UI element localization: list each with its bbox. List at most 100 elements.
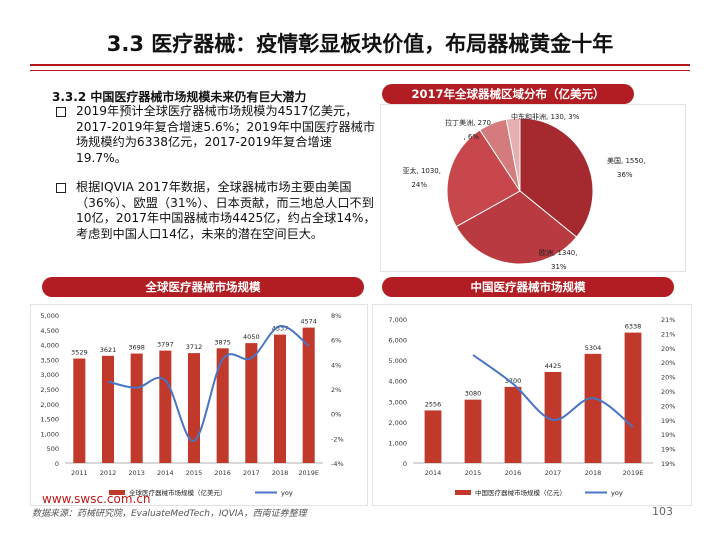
y2-tick-label: 20% — [661, 402, 675, 410]
bar-value-label: 3875 — [214, 338, 231, 346]
x-tick-label: 2016 — [505, 469, 522, 477]
y-tick-label: 1,500 — [40, 416, 59, 424]
legend-bar-label: 中国医疗器械市场规模（亿元） — [475, 488, 566, 497]
checkbox-bullet-icon — [56, 107, 66, 117]
y2-tick-label: 6% — [331, 337, 341, 345]
y-tick-label: 0 — [55, 460, 59, 468]
y-tick-label: 4,000 — [40, 342, 59, 350]
website-url[interactable]: www.swsc.com.cn — [42, 492, 151, 506]
y-tick-label: 4,500 — [40, 327, 59, 335]
pie-slice — [446, 129, 521, 228]
yoy-line — [107, 325, 310, 442]
y-tick-label: 6,000 — [388, 337, 407, 345]
checkbox-bullet-icon — [56, 183, 66, 193]
pie-label: 美国, 1550, — [607, 156, 646, 165]
bullet-1-text: 2019年预计全球医疗器械市场规模为4517亿美元，2017-2019年复合增速… — [76, 104, 376, 165]
x-tick-label: 2017 — [545, 469, 562, 477]
bar — [130, 353, 143, 463]
y-tick-label: 5,000 — [40, 312, 59, 320]
y2-tick-label: 8% — [331, 312, 341, 320]
y2-tick-label: 20% — [661, 374, 675, 382]
pie-label: 拉丁美洲, 270 — [445, 118, 491, 127]
data-source: 数据来源：药械研究院，EvaluateMedTech，IQVIA，西南证券整理 — [32, 509, 307, 519]
y-tick-label: 3,000 — [388, 398, 407, 406]
title-rule — [30, 64, 690, 66]
bar-value-label: 2556 — [425, 400, 442, 408]
bar-value-label: 5304 — [585, 344, 602, 352]
bar — [584, 353, 602, 463]
y2-tick-label: 21% — [661, 330, 675, 338]
bar — [624, 332, 642, 463]
bar — [273, 334, 287, 463]
bullet-1: 2019年预计全球医疗器械市场规模为4517亿美元，2017-2019年复合增速… — [56, 104, 376, 166]
page-number: 103 — [652, 505, 673, 518]
legend-bar-label: 全球医疗器械市场规模（亿美元） — [129, 488, 227, 497]
china-chart-panel: 0 1,000 2,000 3,000 4,000 5,000 6,000 7,000 19% 1… — [372, 304, 692, 506]
legend-line-label: yoy — [611, 489, 623, 497]
y2-tick-label: 19% — [661, 460, 675, 468]
pie-slice — [519, 117, 594, 238]
y2-tick-label: -2% — [331, 435, 344, 443]
bar — [216, 348, 229, 463]
y2-tick-label: 19% — [661, 431, 675, 439]
x-tick-label: 2018 — [272, 469, 289, 477]
pie-label-pct: 24% — [411, 181, 427, 189]
bar — [245, 343, 258, 463]
y-tick-label: 2,000 — [388, 419, 407, 427]
y-tick-label: 0 — [403, 460, 407, 468]
x-tick-label: 2018 — [585, 469, 602, 477]
legend-bar-swatch — [455, 490, 471, 495]
x-tick-label: 2019E — [623, 469, 644, 477]
pie-slice — [455, 190, 578, 265]
bar-value-label: 3529 — [71, 349, 88, 357]
title-rule-thin — [30, 70, 690, 71]
bar — [73, 358, 86, 463]
bar — [302, 327, 315, 463]
y2-tick-label: 19% — [661, 446, 675, 454]
x-tick-label: 2016 — [214, 469, 231, 477]
pie-label-pct: 36% — [617, 171, 633, 179]
pie-label-pct: , 6% — [463, 133, 479, 141]
bar-value-label: 6338 — [625, 323, 642, 331]
x-tick-label: 2014 — [157, 469, 174, 477]
y2-tick-label: 19% — [661, 417, 675, 425]
x-tick-label: 2015 — [186, 469, 203, 477]
y-tick-label: 3,000 — [40, 371, 59, 379]
y2-tick-label: 0% — [331, 411, 341, 419]
bar — [464, 399, 482, 463]
y-tick-label: 5,000 — [388, 357, 407, 365]
bar — [504, 386, 522, 463]
x-tick-label: 2015 — [465, 469, 482, 477]
x-tick-label: 2013 — [128, 469, 145, 477]
bar-value-label: 3797 — [157, 341, 174, 349]
bar-value-label: 3621 — [100, 346, 117, 354]
section-title: 3.3.2 中国医疗器械市场规模未来仍有巨大潜力 — [52, 90, 307, 104]
x-tick-label: 2019E — [298, 469, 319, 477]
bar-value-label: 3712 — [186, 343, 203, 351]
legend-bar-swatch — [109, 490, 125, 495]
bar — [159, 350, 172, 463]
y2-tick-label: 20% — [661, 345, 675, 353]
y-tick-label: 2,000 — [40, 401, 59, 409]
y-tick-label: 7,000 — [388, 316, 407, 324]
pie-title: 2017年全球器械区域分布（亿美元） — [382, 84, 634, 104]
x-tick-label: 2012 — [100, 469, 117, 477]
pie-slice — [505, 117, 521, 192]
pie-label: 中东和非洲, 130, 3% — [511, 112, 580, 121]
bullet-2: 根据IQVIA 2017年数据，全球器械市场主要由美国（36%）、欧盟（31%）… — [56, 180, 376, 242]
pie-label-pct: 31% — [551, 263, 567, 271]
global-chart-title: 全球医疗器械市场规模 — [42, 277, 364, 297]
y-tick-label: 500 — [47, 445, 59, 453]
global-chart: 0 500 1,000 1,500 2,000 2,500 3,000 3,500 4,000 4… — [40, 312, 344, 497]
y-tick-label: 1,000 — [40, 430, 59, 438]
bar-value-label: 4425 — [545, 362, 562, 370]
x-tick-label: 2014 — [425, 469, 442, 477]
yoy-line — [472, 354, 634, 428]
x-tick-label: 2017 — [243, 469, 260, 477]
global-chart-panel: 0 500 1,000 1,500 2,000 2,500 3,000 3,500 4,000 4… — [30, 304, 368, 506]
page-title: 3.3 医疗器械：疫情彰显板块价值，布局器械黄金十年 — [106, 32, 614, 56]
x-tick-label: 2011 — [71, 469, 88, 477]
bar-value-label: 4050 — [243, 333, 260, 341]
china-chart: 0 1,000 2,000 3,000 4,000 5,000 6,000 7,000 19% 1… — [388, 316, 675, 497]
y2-tick-label: -4% — [331, 460, 344, 468]
